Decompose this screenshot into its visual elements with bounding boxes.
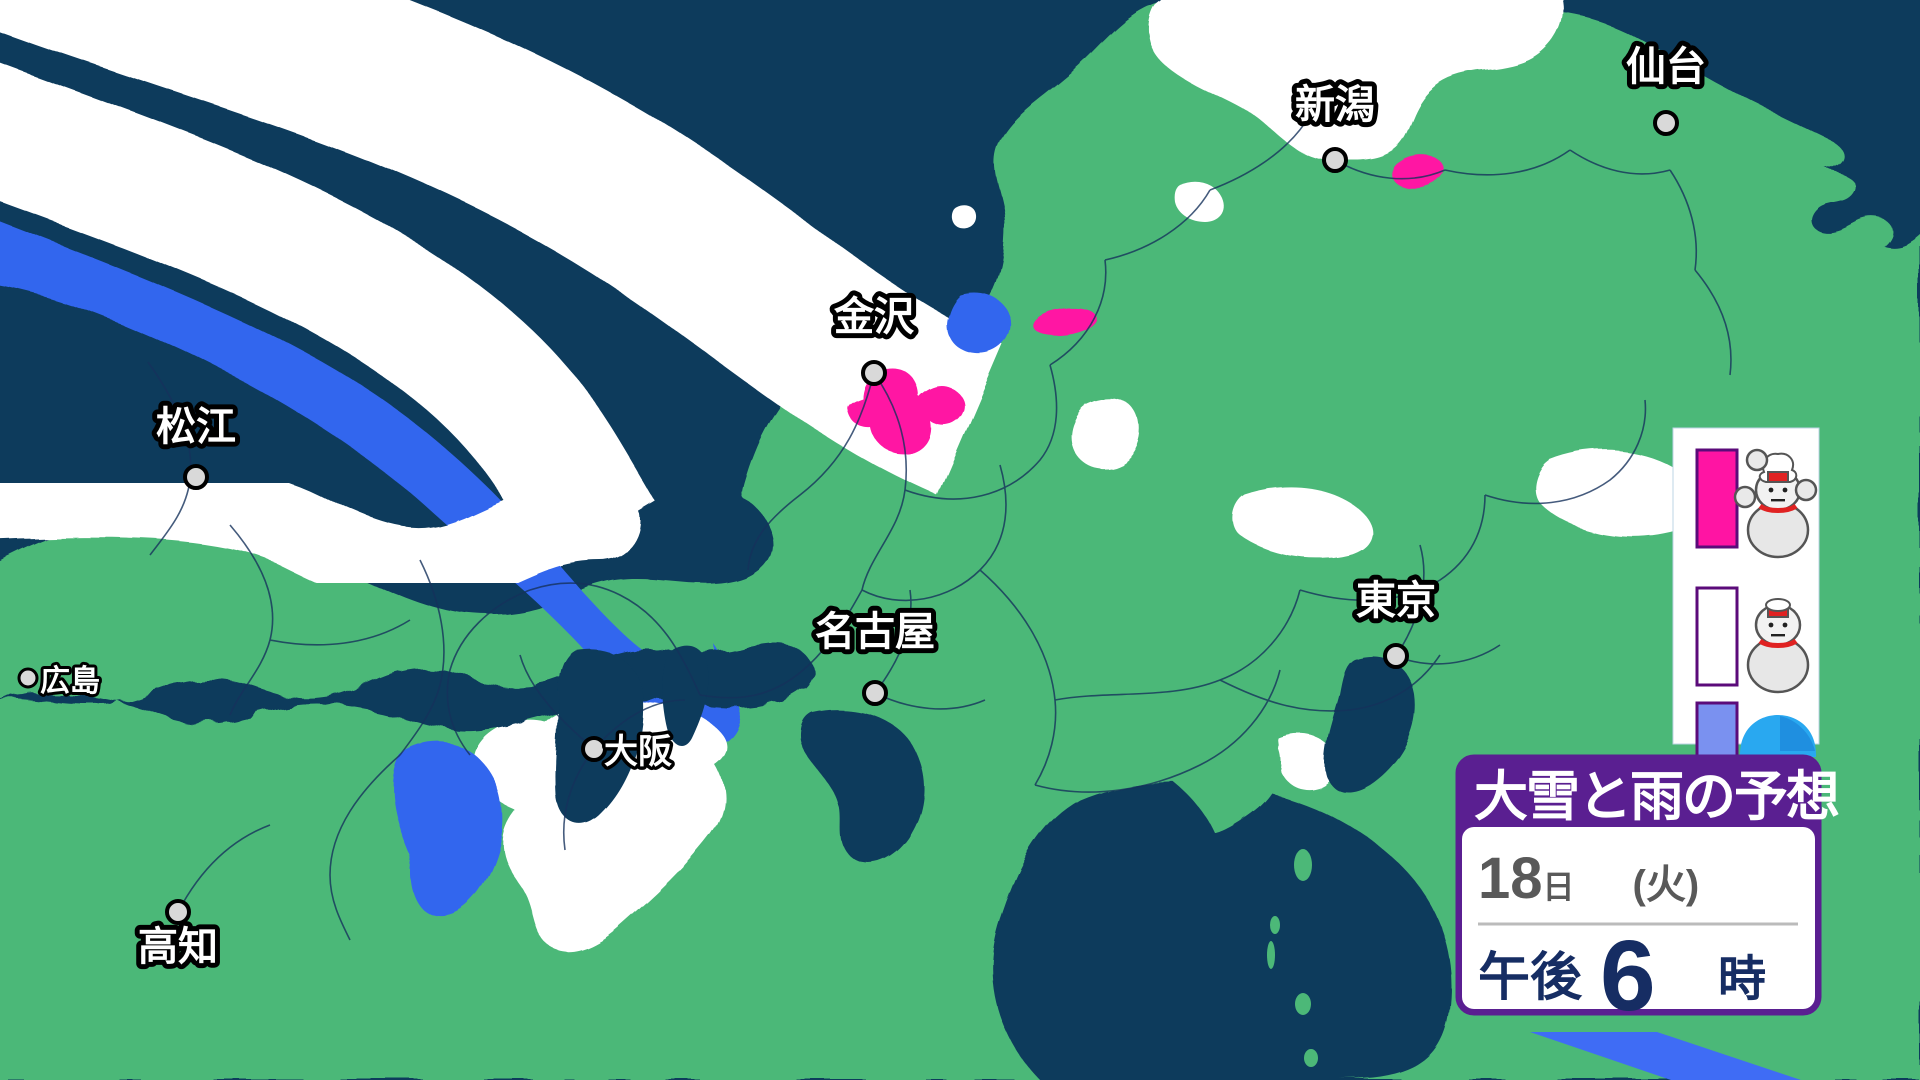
svg-text:大雪と雨の予想: 大雪と雨の予想	[1474, 767, 1839, 827]
svg-text:大阪: 大阪	[604, 733, 672, 771]
svg-text:新潟: 新潟	[1295, 83, 1375, 127]
svg-text:松江: 松江	[156, 405, 236, 449]
svg-text:広島: 広島	[40, 665, 100, 698]
svg-text:金沢: 金沢	[833, 294, 915, 339]
svg-text:午後: 午後	[1478, 949, 1583, 1007]
svg-text:東京: 東京	[1356, 579, 1436, 623]
svg-text:6: 6	[1600, 920, 1656, 1032]
svg-text:名古屋: 名古屋	[815, 610, 935, 654]
svg-text:仙台: 仙台	[1626, 45, 1706, 89]
svg-text:時: 時	[1718, 953, 1766, 1006]
svg-text:高知: 高知	[138, 925, 218, 969]
